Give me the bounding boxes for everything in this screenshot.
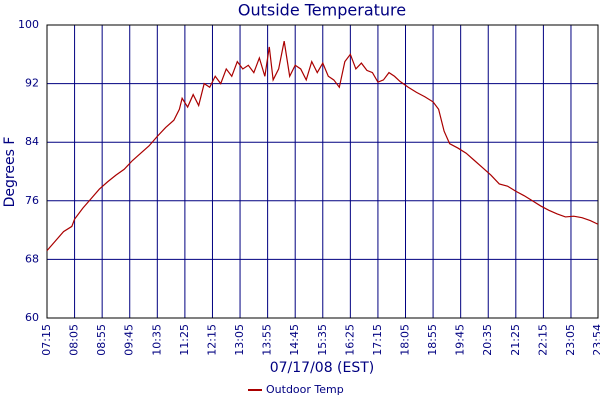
x-tick-label: 21:25 [509,324,522,356]
y-axis-label: Degrees F [2,137,18,208]
chart-title: Outside Temperature [238,1,406,20]
y-tick-label: 76 [25,194,39,207]
x-tick-label: 17:15 [371,324,384,356]
x-tick-label: 22:15 [536,324,549,356]
x-tick-label: 10:35 [150,324,163,356]
y-tick-label: 84 [25,135,39,148]
x-tick-label: 15:35 [316,324,329,356]
y-tick-label: 92 [25,77,39,90]
x-tick-label: 23:05 [564,324,577,356]
y-tick-label: 60 [25,311,39,324]
x-tick-label: 18:55 [426,324,439,356]
y-tick-label: 100 [18,18,39,31]
x-tick-label: 13:05 [233,324,246,356]
x-axis-label: 07/17/08 (EST) [270,360,375,376]
x-tick-label: 12:15 [205,324,218,356]
legend-label: Outdoor Temp [266,383,344,396]
x-tick-label: 11:25 [178,324,191,356]
x-tick-label: 09:45 [123,324,136,356]
x-tick-label: 19:45 [454,324,467,356]
x-tick-label: 18:05 [399,324,412,356]
x-tick-label: 08:55 [95,324,108,356]
x-tick-label: 07:15 [40,324,53,356]
x-tick-label: 20:35 [481,324,494,356]
x-tick-label: 08:05 [68,324,81,356]
x-tick-label: 16:25 [343,324,356,356]
x-tick-label: 23:54 [591,324,600,356]
y-tick-label: 68 [25,252,39,265]
x-tick-label: 13:55 [261,324,274,356]
plot-border [46,24,599,319]
x-tick-label: 14:45 [288,324,301,356]
data-line [46,41,599,252]
